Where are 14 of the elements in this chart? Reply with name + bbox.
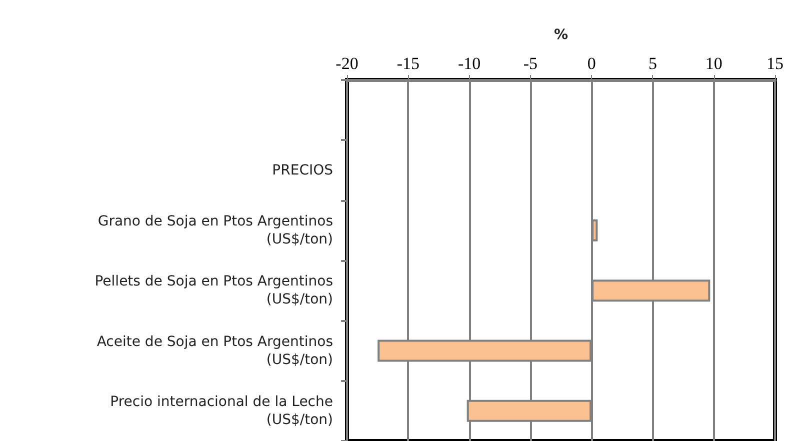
x-tick-label: 10 <box>705 54 722 73</box>
x-tick-label: 0 <box>587 54 596 73</box>
y-tick-label: Aceite de Soja en Ptos Argentinos (US$/ton) <box>96 334 333 368</box>
x-tick-label: 15 <box>766 54 784 73</box>
x-tick-label: -10 <box>458 54 481 73</box>
y-tick-label: Grano de Soja en Ptos Argentinos (US$/ton) <box>98 213 333 248</box>
x-tick-label: 5 <box>648 54 657 73</box>
x-axis-title: % <box>554 27 568 43</box>
y-tick-label: Pellets de Soja en Ptos Argentinos (US$/ton) <box>94 274 333 308</box>
y-tick-label: Precio internacional de la Leche (US$/ton) <box>110 394 333 428</box>
x-tick-label: -20 <box>336 54 358 73</box>
x-tick-label: -15 <box>396 54 420 73</box>
x-tick-label: -5 <box>523 54 538 73</box>
y-tick-label: PRECIOS <box>272 162 334 178</box>
